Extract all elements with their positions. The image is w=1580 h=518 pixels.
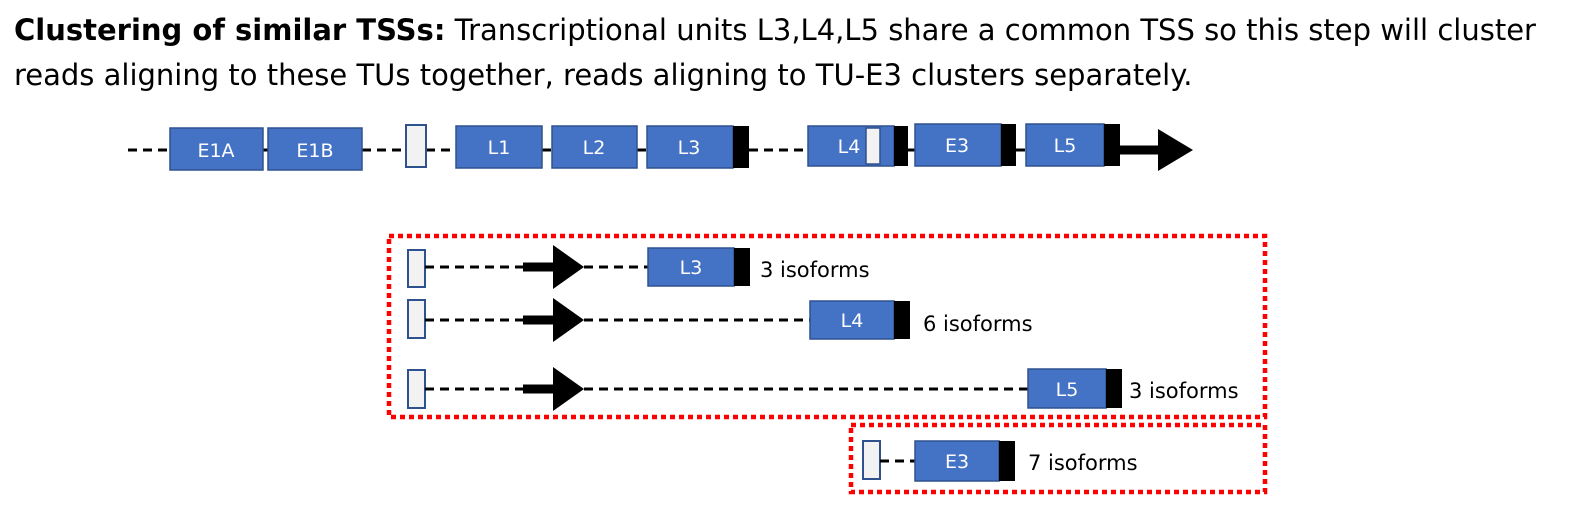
terminator	[1106, 369, 1122, 408]
terminator	[733, 126, 749, 168]
terminator	[894, 301, 910, 339]
isoform-count: 3 isoforms	[760, 258, 870, 282]
exon-label-l3: L3	[680, 257, 703, 279]
tss-box	[862, 440, 881, 480]
exon-label-l5: L5	[1054, 135, 1077, 157]
exon-l3	[647, 247, 735, 287]
tss-arrow-icon	[553, 298, 584, 342]
tss-box	[407, 249, 426, 288]
caption-bold: Clustering of similar TSSs:	[14, 13, 446, 47]
exon-l2	[551, 125, 638, 169]
terminator	[999, 441, 1015, 481]
cluster-border	[848, 422, 1268, 495]
exon-label-e3: E3	[945, 135, 969, 157]
terminator	[894, 126, 908, 166]
cluster-l3-l4-l5: L3 3 isoforms L4 6 isoforms L5 3	[386, 233, 1268, 420]
exon-label-l2: L2	[583, 137, 606, 159]
exon-label-l5: L5	[1056, 379, 1079, 401]
cluster-row-e3: E3 7 isoforms	[862, 440, 1138, 482]
cluster-row-l3: L3 3 isoforms	[407, 245, 870, 289]
exon-e3	[914, 123, 1002, 167]
exon-l1	[455, 125, 543, 169]
exon-label-e1b: E1B	[296, 140, 333, 162]
exon-label-l4: L4	[838, 136, 861, 158]
tss-box	[407, 369, 426, 409]
gene-model: E1A E1B L1 L2 L3 L4 E3 L5	[128, 123, 1193, 171]
exon-label-e1a: E1A	[197, 140, 234, 162]
tss-arrow-icon	[553, 367, 584, 411]
exon-e1a	[169, 127, 264, 171]
caption: Clustering of similar TSSs: Transcriptio…	[14, 8, 1574, 98]
isoform-count: 6 isoforms	[923, 312, 1033, 336]
cluster-row-l5: L5 3 isoforms	[407, 367, 1239, 411]
tss-box	[405, 124, 427, 168]
exon-l4	[809, 300, 895, 340]
tss-arrow-icon	[553, 245, 584, 289]
isoform-count: 3 isoforms	[1129, 379, 1239, 403]
terminator	[1001, 124, 1016, 166]
exon-label-e3: E3	[945, 451, 969, 473]
exon-label-l4: L4	[841, 310, 864, 332]
cluster-border	[386, 233, 1268, 420]
terminator	[734, 248, 750, 286]
exon-e1b	[267, 127, 363, 171]
exon-l5	[1027, 368, 1107, 409]
caption-text: Transcriptional units L3,L4,L5 share a c…	[14, 13, 1536, 92]
isoform-count: 7 isoforms	[1028, 451, 1138, 475]
exon-label-l3: L3	[678, 137, 701, 159]
exon-l5	[1025, 123, 1105, 167]
cluster-row-l4: L4 6 isoforms	[407, 298, 1033, 342]
tss-box	[865, 127, 881, 165]
terminator	[1104, 124, 1120, 166]
exon-label-l1: L1	[488, 137, 511, 159]
direction-arrow-icon	[1158, 129, 1193, 171]
tss-box	[407, 299, 426, 339]
cluster-e3: E3 7 isoforms	[848, 422, 1268, 495]
